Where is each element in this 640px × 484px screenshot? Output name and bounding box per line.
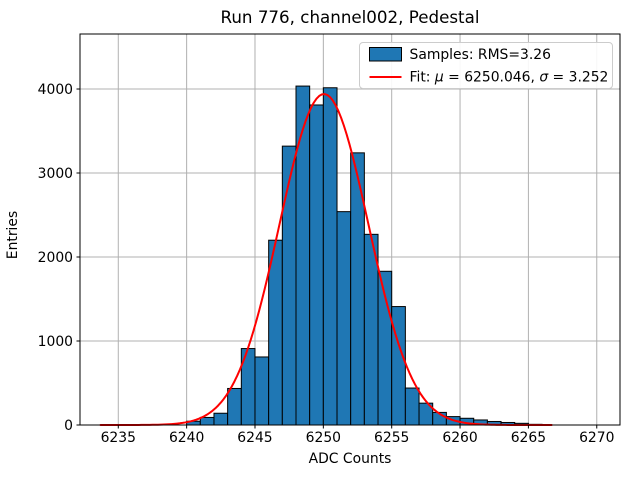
gaussian-fit-curve	[99, 93, 553, 426]
y-axis-label: Entries	[5, 211, 21, 259]
histogram-bar	[322, 87, 338, 426]
histogram-bar	[404, 387, 420, 426]
x-tick-label: 6265	[511, 430, 546, 446]
histogram-bar	[227, 387, 242, 426]
x-tick-label: 6270	[579, 430, 614, 446]
x-tick-label: 6235	[101, 430, 136, 446]
legend-label-fit: Fit: μ = 6250.046, σ = 3.252	[410, 70, 609, 86]
histogram-bar	[213, 412, 229, 426]
histogram-bar	[295, 85, 311, 426]
x-tick-label: 6250	[306, 430, 341, 446]
histogram-bars	[186, 85, 543, 426]
x-axis-label: ADC Counts	[309, 451, 392, 467]
legend-swatch-samples	[369, 47, 402, 62]
x-tick-label: 6245	[237, 430, 272, 446]
histogram-bar	[199, 416, 215, 426]
y-tick-label: 3000	[38, 166, 73, 182]
histogram-bar	[363, 233, 379, 426]
y-tick-label: 2000	[38, 250, 73, 266]
x-tick-label: 6260	[442, 430, 477, 446]
legend-label-samples: Samples: RMS=3.26	[410, 47, 551, 63]
x-tick-label: 6240	[169, 430, 204, 446]
histogram-bar	[391, 306, 406, 426]
ticks-layer: 6235 6240 6245 6250 6255 6260 6265 6270 0 1000 200…	[38, 82, 615, 446]
x-tick-label: 6255	[374, 430, 409, 446]
axes-frame	[79, 33, 621, 426]
histogram-bar	[336, 211, 352, 426]
y-tick-label: 4000	[38, 82, 73, 98]
y-tick-label: 1000	[38, 334, 73, 350]
legend: Samples: RMS=3.26 Fit: μ = 6250.046, σ = …	[359, 42, 613, 89]
y-tick-label: 0	[64, 418, 73, 434]
legend-box	[359, 42, 613, 89]
histogram-bar	[254, 356, 270, 426]
histogram-bar	[309, 104, 324, 426]
histogram-bar	[281, 145, 297, 426]
chart-title: Run 776, channel002, Pedestal	[221, 7, 480, 27]
